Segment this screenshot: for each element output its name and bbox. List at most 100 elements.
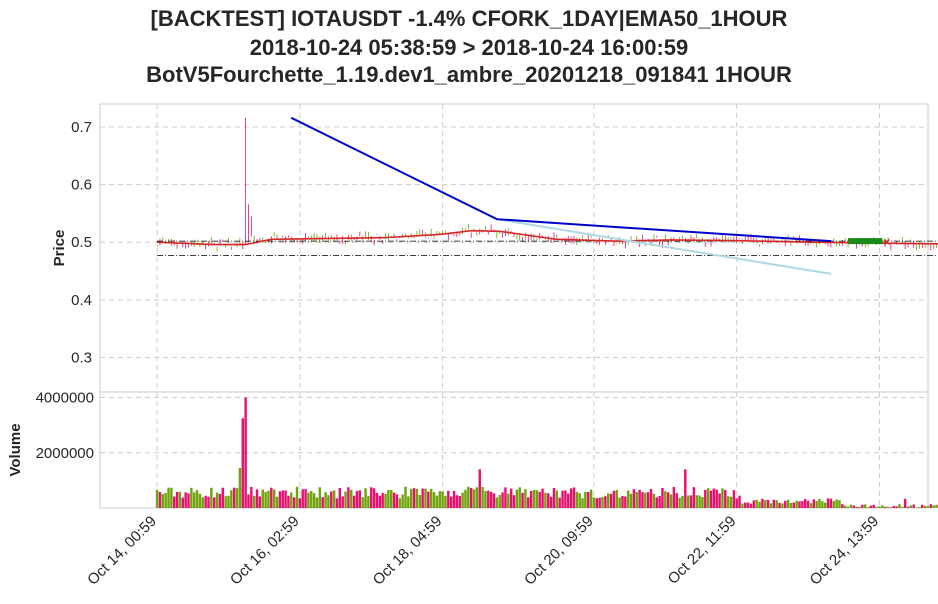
volume-bar xyxy=(167,487,170,508)
volume-bar xyxy=(190,487,193,508)
volume-bar xyxy=(735,498,738,508)
volume-bar xyxy=(472,489,476,508)
volume-bar xyxy=(489,491,493,508)
volume-bar xyxy=(427,491,430,508)
volume-bar xyxy=(381,492,384,508)
volume-bar xyxy=(912,504,915,508)
volume-bar xyxy=(355,491,359,508)
volume-bar xyxy=(695,495,698,508)
volume-bar xyxy=(655,497,658,508)
volume-bar xyxy=(804,498,807,508)
volume-bar xyxy=(475,487,479,508)
volume-bar xyxy=(572,487,576,508)
volume-bar xyxy=(549,496,553,508)
volume-bar xyxy=(632,489,636,508)
volume-bar xyxy=(686,495,690,508)
volume-bar xyxy=(581,498,584,508)
volume-bar xyxy=(835,499,838,508)
volume-bar xyxy=(501,492,504,508)
volume-bar xyxy=(678,497,681,508)
trade-exit-marker: × xyxy=(883,235,890,249)
ema-line xyxy=(157,229,938,246)
volume-bar xyxy=(915,507,918,508)
volume-bar xyxy=(755,499,758,508)
volume-bar xyxy=(795,500,798,508)
trendline-high xyxy=(290,116,831,243)
volume-bar xyxy=(461,492,464,508)
chart-title-line-2: 2018-10-24 05:38:59 > 2018-10-24 16:00:5… xyxy=(249,35,689,60)
volume-bar xyxy=(798,501,801,508)
volume-bar xyxy=(889,507,893,508)
volume-bar xyxy=(558,497,561,508)
volume-bar xyxy=(170,487,173,508)
volume-bar xyxy=(849,504,853,508)
volume-bar xyxy=(652,493,656,508)
volume-bar xyxy=(618,497,621,508)
volume-bar xyxy=(230,490,233,508)
price-tick-label: 0.3 xyxy=(71,349,92,366)
price-tick-label: 0.7 xyxy=(71,119,92,136)
volume-bar xyxy=(258,496,262,508)
volume-bar xyxy=(621,495,624,508)
volume-bar xyxy=(372,488,376,508)
volume-bar xyxy=(923,505,927,508)
volume-bar xyxy=(689,495,693,508)
volume-bar xyxy=(921,504,924,508)
x-tick-label: Oct 14, 00:59 xyxy=(84,513,160,589)
volume-bar xyxy=(587,491,590,508)
volume-bar xyxy=(886,506,890,508)
volume-bar xyxy=(227,495,230,508)
volume-tick-label: 2000000 xyxy=(36,445,94,462)
volume-bar xyxy=(387,490,390,508)
volume-bar xyxy=(615,489,618,508)
volume-bar xyxy=(906,506,910,508)
volume-bar xyxy=(195,490,199,508)
volume-bar xyxy=(232,487,236,508)
volume-bar xyxy=(478,469,481,508)
volume-bar xyxy=(935,504,938,508)
volume-bar xyxy=(698,495,701,508)
price-panel: 0.3 0.4 0.5 0.6 0.7 Price × xyxy=(51,103,938,393)
volume-bar xyxy=(658,496,661,508)
volume-bar xyxy=(846,506,850,508)
volume-bar xyxy=(458,496,461,508)
volume-bar xyxy=(567,493,570,508)
volume-bar xyxy=(841,504,844,508)
price-tick-label: 0.4 xyxy=(71,292,92,309)
volume-bar xyxy=(198,493,202,508)
volume-bar xyxy=(281,490,284,508)
volume-bar xyxy=(447,490,450,508)
volume-bar xyxy=(307,492,310,508)
volume-bar xyxy=(664,491,667,508)
volume-bar xyxy=(869,505,873,508)
volume-bar xyxy=(684,469,687,508)
volume-bar xyxy=(592,497,596,508)
volume-bar xyxy=(681,495,684,508)
volume-bar xyxy=(155,489,159,508)
volume-bar xyxy=(370,487,373,508)
volume-bar xyxy=(241,418,244,508)
volume-bar xyxy=(738,495,741,508)
volume-bar xyxy=(187,493,190,508)
volume-bar xyxy=(301,489,304,508)
volume-bar xyxy=(729,496,733,508)
volume-bar xyxy=(903,498,907,508)
volume-bar xyxy=(310,490,313,508)
volume-bar xyxy=(901,506,904,508)
volume-bar xyxy=(692,487,696,508)
volume-bar xyxy=(778,502,781,508)
volume-bar xyxy=(764,500,767,508)
volume-bar xyxy=(852,505,855,508)
volume-bar xyxy=(481,486,484,508)
volume-bar xyxy=(598,497,601,508)
volume-bar xyxy=(612,490,616,508)
volume-bar xyxy=(801,501,804,508)
volume-bar xyxy=(772,499,776,508)
volume-bar xyxy=(412,488,416,508)
volume-bar xyxy=(863,504,867,508)
volume-bar xyxy=(555,490,559,508)
volume-bar xyxy=(335,498,339,508)
volume-bar xyxy=(646,492,650,508)
volume-bar xyxy=(429,488,433,508)
